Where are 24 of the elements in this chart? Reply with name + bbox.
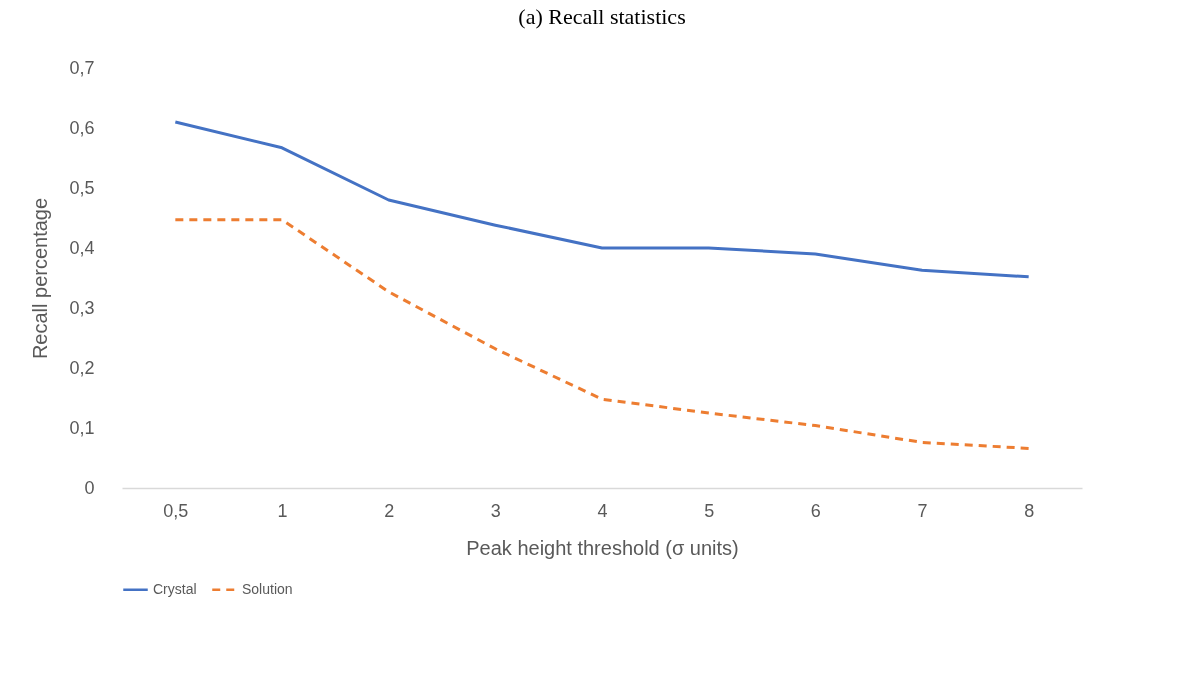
x-tick-label: 8 (1024, 500, 1035, 521)
line-series (173, 218, 1031, 450)
y-tick-label: 0,1 (69, 417, 95, 438)
y-axis-title: Recall percentage (29, 197, 52, 360)
line-series (173, 120, 1031, 279)
y-tick-label: 0 (84, 477, 95, 498)
x-tick-label: 4 (597, 500, 608, 521)
y-tick-label: 0,3 (69, 297, 95, 318)
x-tick-label: 0,5 (163, 500, 189, 521)
y-tick-label: 0,5 (69, 177, 95, 198)
x-tick-label: 6 (810, 500, 821, 521)
y-tick-label: 0,6 (69, 117, 95, 138)
x-axis-title: Peak height threshold (σ units) (466, 536, 739, 559)
y-tick-label: 0,2 (69, 357, 95, 378)
y-tick-label: 0,7 (69, 57, 95, 78)
y-tick-label: 0,4 (69, 237, 95, 258)
x-tick-label: 5 (704, 500, 715, 521)
legend-label: Solution (242, 580, 293, 597)
x-tick-label: 1 (277, 500, 288, 521)
x-tick-label: 7 (917, 500, 928, 521)
x-tick-label: 2 (384, 500, 395, 521)
x-tick-label: 3 (490, 500, 501, 521)
legend-label: Crystal (153, 580, 197, 597)
chart-title: (a) Recall statistics (518, 4, 686, 29)
